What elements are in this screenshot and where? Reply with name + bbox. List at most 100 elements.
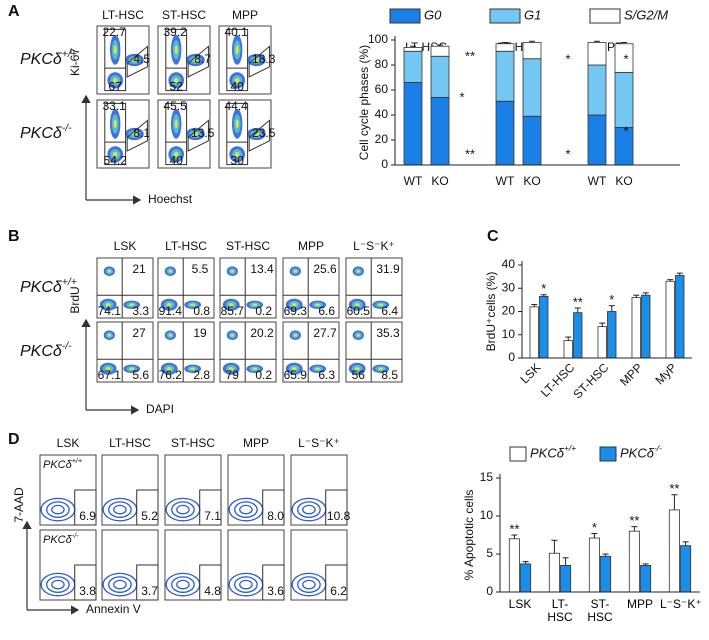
axis-title: Hoechst <box>148 192 193 206</box>
gate-percentage: 65.9 <box>284 368 308 382</box>
gate-percentage: 13.4 <box>250 262 274 276</box>
gate-percentage: 3.3 <box>132 304 149 318</box>
gate <box>165 28 188 92</box>
gate-percentage: 4.8 <box>204 584 221 598</box>
cell-density <box>354 367 360 371</box>
gate-percentage: 52 <box>170 79 184 93</box>
contour <box>239 579 253 590</box>
x-tick-label: LT- HSC <box>547 597 573 624</box>
x-tick-label: L⁻S⁻K⁺ <box>660 597 702 611</box>
bar <box>607 311 617 359</box>
bar-segment <box>495 43 515 52</box>
gate-percentage: 13.5 <box>191 126 215 140</box>
contour <box>302 504 316 515</box>
panel-letter: B <box>8 228 20 245</box>
gate <box>74 564 97 601</box>
contour <box>171 576 195 593</box>
gate <box>262 564 285 601</box>
gate-percentage: 27 <box>132 326 146 340</box>
gate <box>165 102 188 166</box>
gate <box>187 119 209 152</box>
gate-percentage: 2.8 <box>193 368 210 382</box>
gate-percentage: 91.4 <box>159 304 183 318</box>
superscript: -/- <box>62 341 72 352</box>
significance: ** <box>465 48 475 63</box>
bar <box>675 275 685 359</box>
contour <box>176 504 190 515</box>
cell-density <box>252 367 258 371</box>
genotype-label: PKCδ-/- <box>20 341 72 360</box>
gate-percentage: 21 <box>132 262 146 276</box>
gate <box>136 489 159 526</box>
cell-density <box>173 151 179 157</box>
contour <box>113 579 127 590</box>
gate-percentage: 19 <box>193 326 207 340</box>
axis-title: Ki-67 <box>68 48 82 76</box>
x-tick-label: MPP <box>626 597 653 611</box>
gate-percentage: 40.1 <box>224 25 248 39</box>
cell-density <box>166 303 172 307</box>
bar-segment <box>403 50 423 83</box>
gate-percentage: 76.2 <box>159 368 183 382</box>
bar <box>520 563 532 593</box>
significance: * <box>623 123 628 138</box>
column-title: ST-HSC <box>226 239 270 253</box>
cell-density <box>129 367 135 371</box>
column-title: LSK <box>57 436 80 450</box>
legend-label: PKCδ-/- <box>620 443 662 460</box>
axis-title: Annexin V <box>86 602 141 616</box>
cell-density <box>113 45 117 55</box>
y-tick-label: 30 <box>502 280 516 294</box>
gate-percentage: 0.8 <box>193 304 210 318</box>
legend-swatch <box>509 446 527 462</box>
bar <box>539 295 549 359</box>
y-tick-label: 40 <box>502 257 516 271</box>
x-tick-label: WT <box>404 174 423 188</box>
bar <box>668 509 680 593</box>
contour <box>234 501 258 518</box>
gate-percentage: 27.7 <box>313 326 337 340</box>
bar-segment <box>430 55 450 98</box>
gate-percentage: 3.8 <box>79 584 96 598</box>
gate-percentage: 74.1 <box>98 304 122 318</box>
column-title: LT-HSC <box>165 239 207 253</box>
gate <box>325 489 348 526</box>
cell-density <box>105 367 111 371</box>
cell-density <box>112 151 118 157</box>
contour <box>108 501 132 518</box>
gate-percentage: 18.3 <box>252 52 276 66</box>
cell-density <box>228 367 234 371</box>
gate <box>136 564 159 601</box>
cell-density <box>174 45 178 55</box>
cell-density <box>166 367 172 371</box>
gate-percentage: 7.1 <box>204 509 221 523</box>
x-tick-label: ST-HSC <box>570 360 611 401</box>
gate-percentage: 6.9 <box>79 509 96 523</box>
contour <box>297 501 321 518</box>
cell-density <box>315 367 321 371</box>
legend-swatch <box>589 8 621 24</box>
gate-percentage: 45.5 <box>163 99 187 113</box>
bar <box>588 537 600 593</box>
cell-density <box>234 77 240 83</box>
significance: * <box>565 51 570 66</box>
gate-percentage: 8.0 <box>267 509 284 523</box>
bar-segment <box>403 47 423 52</box>
y-tick-label: 5 <box>486 546 493 560</box>
axis-title: BrdU <box>68 286 82 313</box>
contour <box>108 576 132 593</box>
gate-percentage: 8.7 <box>194 52 211 66</box>
bar-segment <box>587 42 607 66</box>
y-tick-label: 0 <box>508 350 515 364</box>
y-tick-label: 15 <box>480 470 494 484</box>
gate <box>226 28 249 92</box>
significance: ** <box>509 521 519 536</box>
significance: * <box>623 51 628 66</box>
y-axis-title: BrdU⁺cells (%) <box>484 272 498 352</box>
gate-percentage: 6.2 <box>330 584 347 598</box>
column-title: MPP <box>243 436 269 450</box>
gate-percentage: 6.3 <box>318 368 335 382</box>
cell-density <box>168 269 173 273</box>
cell-density <box>235 119 239 129</box>
gate <box>262 489 285 526</box>
